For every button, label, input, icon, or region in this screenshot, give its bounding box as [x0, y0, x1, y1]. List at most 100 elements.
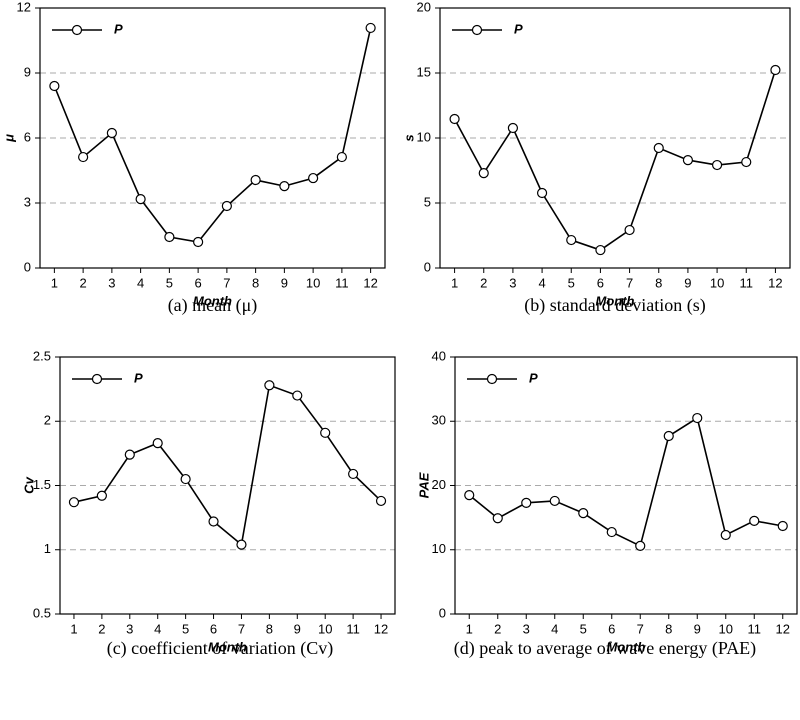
data-point: [741, 156, 752, 168]
x-tick-label: 12: [776, 621, 790, 636]
plot-frame: [454, 356, 798, 615]
data-point: [578, 508, 589, 519]
legend-label: P: [114, 21, 123, 36]
y-tick-label: 30: [432, 413, 446, 428]
y-tick-label: 15: [417, 64, 431, 79]
legend-label: P: [134, 370, 143, 385]
x-tick-label: 9: [694, 621, 701, 636]
y-tick-label: 20: [432, 477, 446, 492]
x-tick-label: 3: [126, 621, 133, 636]
x-tick-label: 10: [710, 275, 724, 290]
x-tick-label: 6: [608, 621, 615, 636]
data-point: [711, 159, 723, 171]
data-point: [365, 22, 376, 34]
data-point: [549, 495, 560, 507]
x-tick-label: 4: [551, 621, 558, 636]
x-tick-label: 2: [480, 275, 487, 290]
data-point: [663, 430, 674, 442]
data-point: [595, 244, 606, 256]
x-tick-label: 9: [684, 275, 691, 290]
data-point: [653, 142, 664, 154]
data-point: [221, 200, 232, 212]
data-point: [507, 122, 519, 134]
data-point: [208, 516, 219, 527]
y-tick-label: 2: [44, 413, 51, 428]
x-axis-label: Month: [208, 639, 247, 654]
x-tick-label: 11: [748, 621, 762, 636]
data-point: [478, 168, 489, 179]
x-tick-label: 1: [51, 275, 58, 290]
x-tick-label: 4: [137, 275, 144, 290]
y-tick-label: 3: [24, 194, 31, 209]
x-axis-label: Month: [607, 639, 646, 654]
y-tick-label: 0: [424, 259, 431, 274]
data-point: [135, 194, 146, 205]
x-tick-label: 12: [768, 275, 782, 290]
data-point: [180, 473, 191, 485]
data-point: [124, 449, 135, 460]
x-tick-label: 2: [80, 275, 87, 290]
x-tick-label: 9: [281, 275, 288, 290]
y-tick-label: 9: [24, 64, 31, 79]
plot-frame: [39, 7, 386, 269]
y-axis-label: PAE: [416, 472, 431, 498]
legend-marker: [71, 24, 83, 36]
y-tick-label: 12: [17, 0, 31, 14]
data-point: [624, 224, 635, 236]
data-point: [236, 539, 247, 550]
x-tick-label: 3: [509, 275, 516, 290]
x-tick-label: 11: [335, 275, 349, 290]
data-point: [682, 155, 694, 166]
data-point: [308, 172, 319, 184]
x-tick-label: 4: [538, 275, 545, 290]
x-tick-label: 10: [306, 275, 320, 290]
x-tick-label: 8: [655, 275, 662, 290]
legend-label: P: [514, 21, 523, 36]
data-point: [692, 412, 703, 424]
legend-label: P: [529, 370, 538, 385]
data-point: [449, 113, 460, 125]
panel-caption: (d) peak to average of wave energy (PAE): [453, 638, 757, 658]
data-point: [770, 64, 781, 76]
data-point: [749, 515, 760, 526]
x-tick-label: 6: [195, 275, 202, 290]
y-tick-label: 5: [424, 194, 431, 209]
plot-frame: [59, 356, 396, 615]
x-tick-label: 6: [597, 275, 604, 290]
data-point: [777, 520, 788, 532]
series-line: [53, 27, 372, 243]
panel-caption: (b) standard deviation (s): [524, 295, 706, 315]
y-tick-label: 20: [417, 0, 431, 14]
data-point: [250, 174, 261, 186]
panel-caption: (c) coefficient of variation (Cv): [106, 638, 334, 658]
data-point: [464, 490, 475, 501]
x-tick-label: 3: [108, 275, 115, 290]
data-point: [279, 181, 290, 192]
x-tick-label: 4: [154, 621, 161, 636]
data-point: [152, 437, 163, 449]
data-point: [78, 151, 89, 163]
y-tick-label: 6: [24, 129, 31, 144]
y-axis-label: s: [401, 134, 416, 141]
data-point: [336, 151, 347, 163]
x-tick-label: 7: [223, 275, 230, 290]
data-point: [375, 495, 387, 507]
x-tick-label: 2: [98, 621, 105, 636]
data-point: [492, 513, 503, 524]
x-tick-label: 10: [719, 621, 733, 636]
series-line: [453, 69, 777, 251]
x-tick-label: 8: [266, 621, 273, 636]
x-tick-label: 10: [318, 621, 332, 636]
x-tick-label: 11: [346, 621, 360, 636]
x-tick-label: 8: [665, 621, 672, 636]
y-tick-label: 0: [24, 259, 31, 274]
data-point: [606, 526, 617, 538]
data-point: [193, 236, 204, 248]
series-line: [73, 384, 382, 547]
y-tick-label: 10: [417, 129, 431, 144]
data-point: [96, 490, 107, 501]
y-axis-label: Cv: [21, 476, 36, 493]
legend-marker: [91, 373, 103, 385]
